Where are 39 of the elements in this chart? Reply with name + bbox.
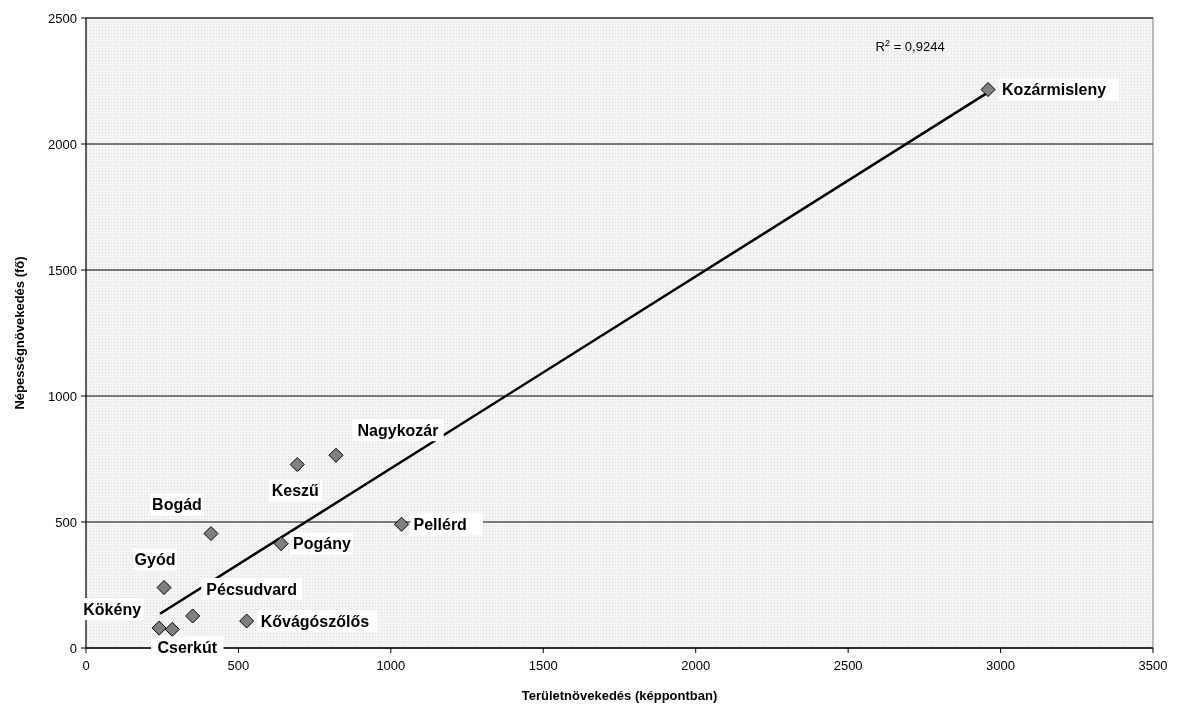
point bbox=[203, 526, 219, 542]
point bbox=[328, 447, 344, 463]
x-tick-label: 1000 bbox=[376, 658, 406, 673]
annotation: Cserkút bbox=[157, 638, 218, 656]
annotation: Pécsudvard bbox=[206, 580, 298, 598]
y-tick-label: 2000 bbox=[48, 136, 77, 152]
x-tick-label: 2000 bbox=[681, 658, 711, 673]
x-tick-label: 0 bbox=[82, 658, 90, 673]
point bbox=[151, 620, 167, 636]
point bbox=[239, 613, 255, 629]
x-tick-label: 2500 bbox=[833, 658, 863, 673]
point bbox=[156, 580, 172, 596]
annotation: Bogád bbox=[152, 496, 202, 514]
point bbox=[273, 536, 289, 552]
annotation: Kővágószőlős bbox=[260, 612, 370, 630]
annotation: Gyód bbox=[134, 551, 176, 569]
x-tick-label: 3500 bbox=[1138, 658, 1168, 673]
annotation: Kozármisleny bbox=[1002, 81, 1107, 99]
y-tick-label: 1500 bbox=[48, 262, 77, 278]
y-tick-label: 2500 bbox=[48, 10, 77, 26]
point bbox=[394, 516, 410, 532]
y-tick-label: 1000 bbox=[48, 388, 77, 404]
annotation: Nagykozár bbox=[357, 421, 439, 439]
point bbox=[289, 457, 305, 473]
annotation: Kökény bbox=[83, 600, 142, 618]
y-axis-title: Népességnövekedés (fő) bbox=[12, 256, 27, 410]
point bbox=[185, 608, 201, 624]
y-tick-label: 0 bbox=[69, 640, 77, 656]
x-tick-label: 500 bbox=[227, 658, 250, 673]
point bbox=[164, 621, 180, 637]
annotation: R$^{2}$ = 0,9244 bbox=[875, 38, 945, 54]
x-tick-label: 1500 bbox=[528, 658, 558, 673]
annotation: Pogány bbox=[293, 535, 351, 553]
x-axis-title: Területnövekedés (képpontban) bbox=[521, 688, 718, 703]
y-tick-label: 500 bbox=[55, 514, 77, 530]
annotation: Keszű bbox=[271, 482, 319, 500]
annotation: Pellérd bbox=[413, 515, 467, 533]
x-tick-label: 3000 bbox=[986, 658, 1016, 673]
point bbox=[980, 82, 996, 98]
